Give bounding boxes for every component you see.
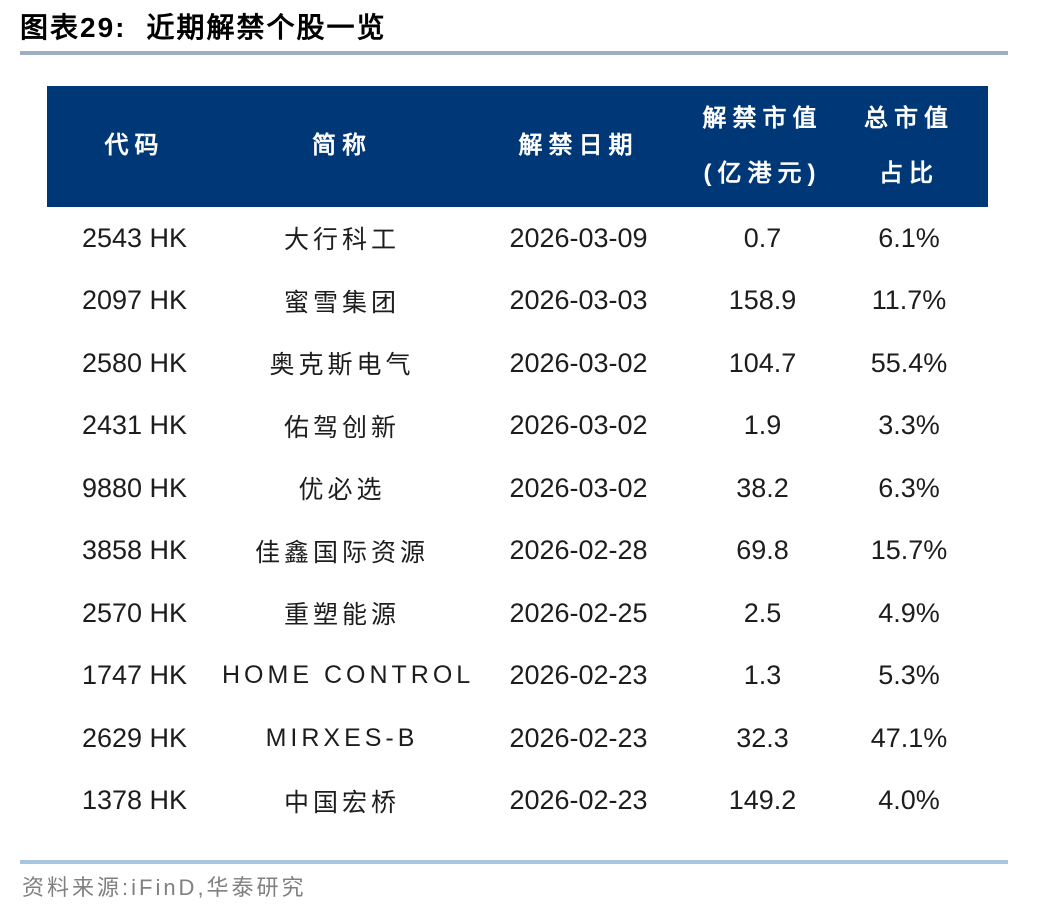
cell-pct: 4.0% [878,785,940,816]
source-note: 资料来源:iFinD,华泰研究 [22,875,307,900]
cell-code: 1378 HK [81,785,188,816]
cell-code: 2097 HK [81,285,188,316]
cell-code: 2570 HK [81,597,188,628]
cell-value: 104.7 [728,347,797,378]
cell-pct: 11.7% [871,285,947,316]
cell-name: 大行科工 [283,226,400,255]
cell-pct: 47.1% [870,722,948,753]
col-header-unlock-value-line1: 解禁市值 [702,105,823,133]
cell-pct: 4.9% [878,597,940,628]
cell-code: 2580 HK [81,347,188,378]
cell-name: 佳鑫国际资源 [254,538,429,567]
cell-pct: 6.3% [878,472,940,503]
cell-date: 2026-02-23 [509,660,648,691]
cell-date: 2026-03-02 [509,347,648,378]
col-header-pct: 总市值 占比 [830,86,988,207]
table-row: 9880 HK 优必选 2026-03-02 38.2 6.3% [47,457,988,520]
figure-title: 近期解禁个股一览 [146,12,387,43]
cell-pct: 3.3% [878,410,940,441]
cell-date: 2026-03-03 [509,285,648,316]
col-header-date: 解禁日期 [462,86,695,207]
cell-code: 3858 HK [81,535,188,566]
col-header-unlock-value-line2: (亿港元) [703,159,822,187]
cell-code: 2629 HK [81,722,188,753]
cell-name: 蜜雪集团 [283,288,400,317]
cell-name: 奥克斯电气 [269,351,415,380]
cell-pct: 5.3% [878,660,940,691]
cell-value: 1.9 [743,410,782,441]
unlock-stocks-table: 代码 简称 解禁日期 解禁市值 (亿港元) 总市值 占比 [47,86,988,832]
figure-label: 图表29: [20,12,127,43]
table-row: 2431 HK 佑驾创新 2026-03-02 1.9 3.3% [47,395,988,458]
cell-value: 1.3 [743,660,782,691]
table-row: 2570 HK 重塑能源 2026-02-25 2.5 4.9% [47,582,988,645]
cell-name: HOME CONTROL [222,661,475,690]
source-divider-rule [20,860,1008,864]
cell-pct: 55.4% [870,347,948,378]
cell-date: 2026-03-02 [509,410,648,441]
col-header-code: 代码 [47,86,222,207]
cell-value: 149.2 [728,785,797,816]
cell-date: 2026-02-23 [509,785,648,816]
cell-name: 中国宏桥 [283,788,400,817]
figure-title-row: 图表29: 近期解禁个股一览 [20,6,387,46]
cell-value: 2.5 [743,597,782,628]
cell-value: 0.7 [743,222,782,253]
header-row: 代码 简称 解禁日期 解禁市值 (亿港元) 总市值 占比 [47,86,988,207]
cell-code: 1747 HK [81,660,188,691]
cell-code: 2431 HK [81,410,188,441]
cell-date: 2026-02-25 [509,597,648,628]
col-header-pct-line2: 占比 [879,159,939,187]
col-header-date-label: 解禁日期 [518,132,639,160]
col-header-name-label: 简称 [312,132,372,160]
table-header: 代码 简称 解禁日期 解禁市值 (亿港元) 总市值 占比 [47,86,988,207]
title-divider-rule [20,51,1008,55]
table-row: 1378 HK 中国宏桥 2026-02-23 149.2 4.0% [47,770,988,833]
cell-date: 2026-02-28 [509,535,648,566]
cell-value: 38.2 [736,472,789,503]
cell-pct: 15.7% [870,535,948,566]
table-body: 2543 HK 大行科工 2026-03-09 0.7 6.1% 2097 HK… [47,207,988,832]
col-header-unlock-value: 解禁市值 (亿港元) [695,86,830,207]
cell-name: 佑驾创新 [283,413,400,442]
cell-code: 2543 HK [81,222,188,253]
cell-value: 69.8 [736,535,789,566]
col-header-code-label: 代码 [104,132,165,160]
table-row: 2629 HK MIRXES-B 2026-02-23 32.3 47.1% [47,707,988,770]
cell-date: 2026-03-09 [509,222,648,253]
cell-value: 32.3 [736,722,789,753]
table-row: 2580 HK 奥克斯电气 2026-03-02 104.7 55.4% [47,332,988,395]
col-header-pct-line1: 总市值 [864,105,954,133]
col-header-name: 简称 [222,86,462,207]
cell-name: 优必选 [298,476,386,505]
table-row: 3858 HK 佳鑫国际资源 2026-02-28 69.8 15.7% [47,520,988,583]
cell-value: 158.9 [728,285,797,316]
cell-name: 重塑能源 [283,601,400,630]
table-row: 1747 HK HOME CONTROL 2026-02-23 1.3 5.3% [47,645,988,708]
table-row: 2097 HK 蜜雪集团 2026-03-03 158.9 11.7% [47,270,988,333]
cell-code: 9880 HK [81,472,188,503]
cell-date: 2026-03-02 [509,472,648,503]
table-row: 2543 HK 大行科工 2026-03-09 0.7 6.1% [47,207,988,270]
cell-date: 2026-02-23 [509,722,648,753]
cell-name: MIRXES-B [265,723,419,752]
cell-pct: 6.1% [878,222,940,253]
unlock-stocks-table-wrap: 代码 简称 解禁日期 解禁市值 (亿港元) 总市值 占比 [47,86,988,832]
